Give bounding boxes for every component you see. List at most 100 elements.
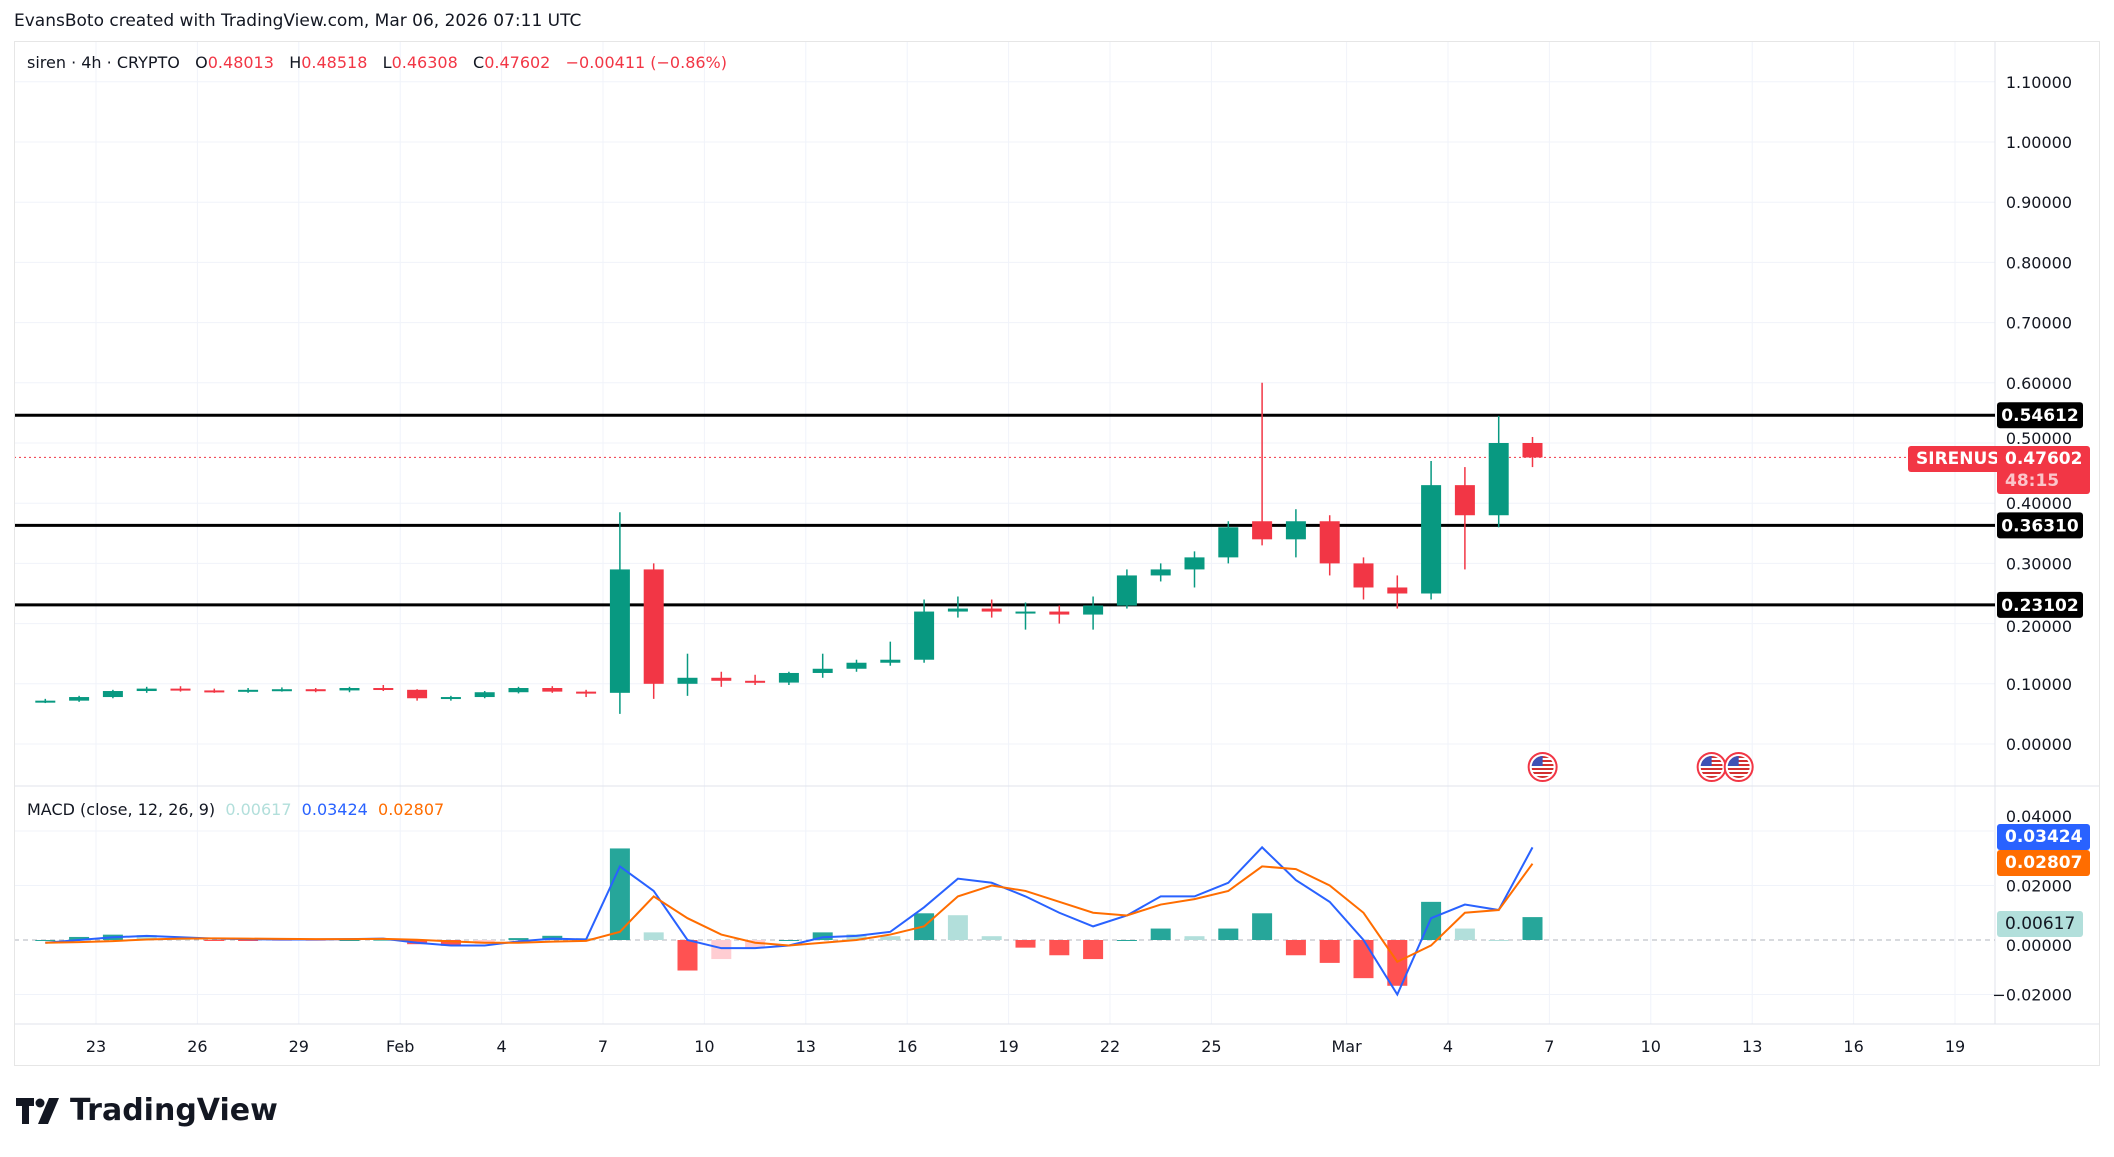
macd-legend: MACD (close, 12, 26, 9) 0.00617 0.03424 … xyxy=(27,800,444,819)
macd-histogram-bar xyxy=(643,932,664,940)
candle-body xyxy=(1285,521,1306,540)
macd-histogram-bar xyxy=(1252,913,1273,940)
low-label: L xyxy=(382,53,392,72)
macd-title[interactable]: MACD (close, 12, 26, 9) xyxy=(27,800,216,819)
macd-line-value: 0.03424 xyxy=(301,800,368,819)
macd-tick-label: 0.00000 xyxy=(2006,936,2072,955)
macd-histogram-bar xyxy=(1218,928,1239,940)
bar-countdown: 48:15 xyxy=(2005,471,2060,491)
macd-signal-tag: 0.02807 xyxy=(1997,850,2091,876)
macd-histogram-bar xyxy=(1319,940,1340,963)
level-price-label: 0.36310 xyxy=(2001,516,2079,536)
candle-body xyxy=(576,691,597,694)
candle-body xyxy=(305,689,326,692)
candle-body xyxy=(1319,521,1340,564)
macd-histogram-bar xyxy=(35,940,56,941)
level-price-tag xyxy=(1997,402,2083,429)
candle-body xyxy=(474,692,495,698)
candle-body xyxy=(204,690,225,693)
macd-line-tag: 0.03424 xyxy=(1997,824,2091,850)
macd-histogram-bar xyxy=(271,940,292,941)
candle-body xyxy=(778,672,799,683)
symbol-label[interactable]: siren · 4h · CRYPTO xyxy=(27,53,180,72)
candle-body xyxy=(238,689,259,692)
macd-histogram-bar xyxy=(1083,940,1104,960)
candle-body xyxy=(914,611,935,660)
macd-histogram-bar xyxy=(812,932,833,940)
tradingview-logo-text: TradingView xyxy=(70,1093,278,1128)
time-tick-label: 4 xyxy=(497,1037,507,1056)
macd-histogram-bar xyxy=(305,940,326,941)
candle-body xyxy=(609,569,630,693)
macd-histogram-bar xyxy=(1454,928,1475,940)
level-price-label: 0.23102 xyxy=(2001,596,2078,616)
macd-histogram-bar xyxy=(1522,917,1543,940)
candle-body xyxy=(1488,443,1509,516)
candle-body xyxy=(102,691,123,698)
candle-body xyxy=(1116,575,1137,606)
candle-body xyxy=(1454,485,1475,516)
time-tick-label: 22 xyxy=(1100,1037,1120,1056)
candle-body xyxy=(1049,611,1070,615)
time-tick-label: 16 xyxy=(897,1037,917,1056)
candle-body xyxy=(69,697,90,701)
time-tick-label: 26 xyxy=(187,1037,207,1056)
candle-body xyxy=(271,689,292,692)
close-value: 0.47602 xyxy=(484,53,551,72)
macd-histogram-bar xyxy=(711,940,732,960)
chart-credit: EvansBoto created with TradingView.com, … xyxy=(14,11,582,31)
candle-body xyxy=(643,569,664,684)
macd-histogram-bar xyxy=(981,936,1002,940)
macd-signal-value: 0.02807 xyxy=(378,800,445,819)
candle-body xyxy=(677,677,698,684)
candle-body xyxy=(373,688,394,691)
time-tick-label: 16 xyxy=(1843,1037,1863,1056)
price-tick-label: 0.00000 xyxy=(2006,735,2072,754)
candle-body xyxy=(35,700,56,703)
macd-histogram-bar xyxy=(440,940,461,946)
macd-hist-tag: 0.00617 xyxy=(1997,911,2084,937)
chart-frame xyxy=(14,41,2100,1066)
candle-body xyxy=(812,668,833,673)
last-price: 0.47602 xyxy=(2005,449,2083,469)
candle-body xyxy=(542,688,563,692)
price-tick-label: 0.40000 xyxy=(2006,494,2072,513)
macd-histogram-bar xyxy=(1015,940,1036,948)
macd-hist-value: 0.00617 xyxy=(225,800,292,819)
candle-body xyxy=(1218,527,1239,558)
macd-histogram-bar xyxy=(947,915,968,940)
tradingview-logo[interactable]: TradingView xyxy=(16,1093,278,1128)
macd-histogram-bar xyxy=(373,939,394,941)
candle-body xyxy=(440,697,461,700)
macd-histogram-bar xyxy=(778,940,799,941)
ohlc-legend: siren · 4h · CRYPTO O0.48013 H0.48518 L0… xyxy=(27,53,727,72)
macd-histogram-bar xyxy=(677,940,698,971)
time-tick-label: 19 xyxy=(1945,1037,1965,1056)
candle-body xyxy=(1150,569,1171,576)
time-tick-label: 13 xyxy=(796,1037,816,1056)
macd-histogram-bar xyxy=(69,936,90,940)
us-flag-icon[interactable] xyxy=(1527,752,1558,782)
price-tick-label: 0.50000 xyxy=(2006,429,2072,448)
price-tick-label: 0.80000 xyxy=(2006,253,2072,272)
candle-body xyxy=(136,688,157,692)
time-tick-label: 23 xyxy=(86,1037,106,1056)
us-flag-icon[interactable] xyxy=(1696,752,1727,782)
price-tick-label: 0.30000 xyxy=(2006,554,2072,573)
candle-body xyxy=(1252,521,1273,540)
macd-histogram-bar xyxy=(1116,940,1137,941)
macd-histogram-bar xyxy=(1184,936,1205,940)
low-value: 0.46308 xyxy=(391,53,458,72)
macd-signal-line xyxy=(45,863,1534,964)
macd-histogram-bar xyxy=(339,940,360,941)
candle-body xyxy=(1184,557,1205,570)
price-tick-label: 1.00000 xyxy=(2006,133,2072,152)
price-tick-label: 0.60000 xyxy=(2006,374,2072,393)
time-tick-label: Mar xyxy=(1332,1037,1363,1056)
time-tick-label: 29 xyxy=(289,1037,309,1056)
high-label: H xyxy=(289,53,302,72)
us-flag-icon[interactable] xyxy=(1723,752,1754,782)
time-tick-label: 7 xyxy=(1544,1037,1554,1056)
price-tick-label: 0.70000 xyxy=(2006,314,2072,333)
